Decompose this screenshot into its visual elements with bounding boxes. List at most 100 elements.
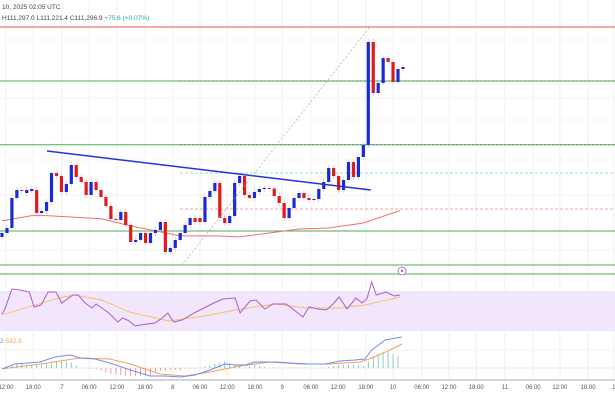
ohlc-change: +75.6 (+0.07%) [104,15,150,22]
moving-average [1,210,401,238]
time-axis[interactable]: 12:00 18:00 7 06:00 12:00 18:00 8 06:00 12:00 18:… [0,385,615,391]
drawings[interactable] [46,26,371,266]
macd-value: 2 [0,338,4,345]
candle-down [129,225,133,242]
candle-down [386,58,390,62]
candle-up [381,58,385,83]
candle-up [233,183,237,216]
candle-up [25,190,29,193]
candle-up [322,182,326,189]
ohlc-legend: H111,297.0 L111,221.4 C111,296.9 +75.6 (… [2,15,149,22]
candle-down [247,195,252,198]
time-axis-label: 06:00 [414,385,430,391]
candle-up [396,69,400,82]
candle-down [223,218,227,223]
candle-up [148,233,153,243]
time-axis-label: 12:00 [220,385,236,391]
candle-down [198,218,202,222]
time-axis-label: 18:00 [247,385,263,391]
candle-up [208,191,212,197]
candle-down [272,188,276,196]
candle-up [401,67,405,69]
candle-up [64,184,68,192]
candle-down [332,168,336,176]
time-axis-label: 12:00 [552,385,568,391]
candle-up [346,162,351,180]
candle-up [30,189,34,191]
time-axis-label: 06:00 [303,385,319,391]
time-axis-label: 10 [390,385,397,391]
candle-up [153,230,158,233]
candle-down [218,183,222,218]
macd-line [1,336,403,378]
macd-legend: 2 532.9 [0,338,22,345]
candle-down [94,182,98,190]
candle-down [282,203,286,218]
candle-down [143,233,148,243]
moving-average-line [1,210,401,238]
time-axis-label: 18:00 [358,385,374,391]
candles [0,39,405,255]
candle-up [10,198,14,228]
candle-up [203,197,207,222]
candle-up [89,182,93,195]
ohlc-high: H111,297.0 [2,15,35,22]
measure-line [181,26,371,266]
candle-down [163,222,167,252]
candle-down [391,62,395,82]
candle-down [54,173,59,176]
candle-down [351,162,356,177]
candle-up [238,176,242,183]
rsi-line [1,280,401,327]
candle-up [5,228,9,233]
trendline [46,150,371,191]
candle-up [361,145,365,157]
candle-down [307,198,311,200]
candle-up [178,233,182,240]
candle-up [317,189,321,199]
candle-up [0,233,4,237]
time-axis-label: 18:00 [138,385,154,391]
candle-up [158,222,162,230]
candle-down [20,190,24,191]
macd-pane [0,336,615,378]
time-axis-label: 06:00 [526,385,542,391]
candle-up [341,180,346,190]
candle-up [44,202,49,211]
candle-up [262,187,266,189]
candle-up [257,189,261,192]
ohlc-close: C111,296.9 [69,15,103,22]
candle-down [267,187,271,189]
candle-up [327,168,331,182]
time-axis-label: 1 [612,385,615,391]
candle-up [366,42,370,145]
candle-up [252,192,257,198]
candle-up [173,240,177,248]
candle-up [213,183,217,191]
candle-up [119,212,123,220]
time-axis-label: 11 [502,385,509,391]
time-axis-label: 12:00 [109,385,125,391]
candle-down [114,219,118,220]
candle-up [168,248,172,252]
candle-down [337,176,341,190]
candle-down [371,42,375,93]
candle-up [297,193,301,198]
candle-down [277,196,281,203]
candle-down [109,206,113,219]
candle-up [15,190,19,198]
time-axis-label: 9 [280,385,284,391]
candle-down [99,190,103,197]
time-axis-label: 7 [60,385,64,391]
candle-up [40,211,44,213]
candle-up [69,165,73,184]
time-axis-label: 12:00 [331,385,347,391]
chart-datetime: 10, 2025 02:05 UTC [2,4,61,11]
time-axis-label: 12:00 [441,385,457,391]
candle-up [312,199,316,200]
alert-marker-icon[interactable] [397,266,407,276]
candle-down [74,165,78,177]
candle-up [356,157,360,177]
candle-down [124,212,128,225]
